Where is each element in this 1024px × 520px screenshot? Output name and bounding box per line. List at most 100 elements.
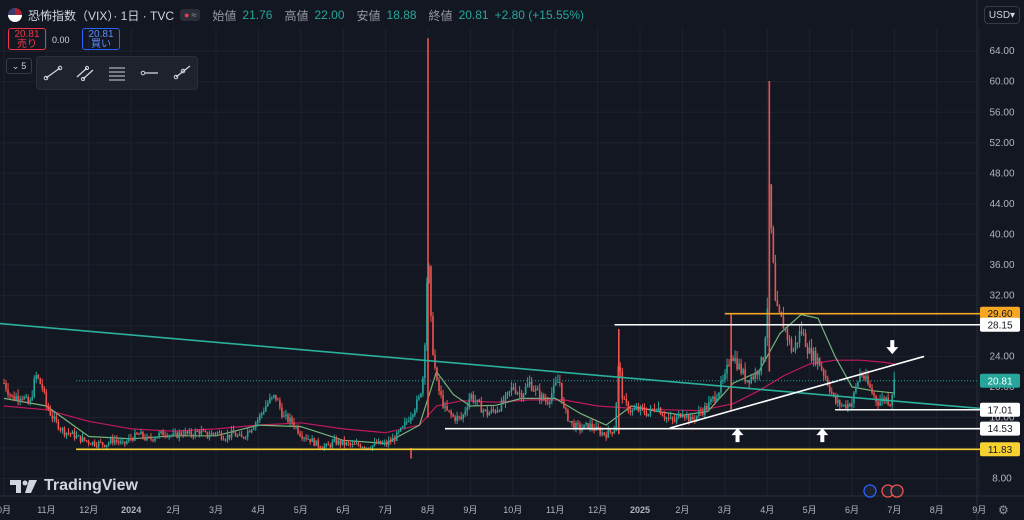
ray-tool-icon[interactable] — [169, 63, 193, 83]
y-tick-label: 24.00 — [989, 351, 1014, 362]
candle-body — [798, 331, 801, 343]
candle-body — [319, 446, 321, 449]
candle-body — [192, 435, 195, 437]
candle-body — [154, 438, 156, 441]
candle-body — [73, 431, 76, 439]
candle-body — [442, 394, 444, 408]
candle-body — [893, 379, 895, 395]
candle-body — [567, 409, 569, 422]
chevron-down-icon: ⌄ — [11, 60, 20, 71]
candle-body — [305, 437, 307, 439]
x-tick-label: 9月 — [463, 505, 477, 515]
sell-button[interactable]: 20.81 売り — [8, 28, 46, 50]
candle-body — [150, 437, 152, 440]
x-tick-label: 11月 — [37, 505, 55, 515]
candle-body — [794, 342, 797, 351]
candle-body — [43, 388, 46, 392]
candle-body — [138, 434, 140, 436]
candle-body — [97, 441, 100, 447]
candle-body — [722, 379, 724, 381]
candle-body — [671, 417, 674, 421]
candle-body — [170, 435, 172, 437]
candle-body — [641, 406, 644, 409]
candle-body — [591, 423, 593, 429]
event-flag-icon[interactable] — [863, 484, 877, 498]
x-tick-label: 11月 — [546, 505, 564, 515]
candle-body — [327, 444, 330, 446]
x-tick-label: 5月 — [294, 505, 308, 515]
candle-body — [839, 400, 841, 406]
candle-body — [555, 382, 557, 385]
candle-body — [13, 396, 15, 401]
fib-tool-icon[interactable] — [105, 63, 129, 83]
candle-body — [273, 394, 275, 398]
candle-body — [93, 441, 96, 446]
candle-body — [134, 432, 136, 441]
candle-body — [508, 391, 511, 393]
candle-body — [700, 411, 702, 413]
candle-body — [806, 347, 809, 354]
candle-body — [5, 383, 7, 390]
candle-body — [256, 420, 259, 423]
event-flag-icon[interactable] — [890, 484, 904, 498]
candle-body — [190, 431, 193, 436]
channel-tool-icon[interactable] — [73, 63, 97, 83]
low-value: 18.88 — [386, 8, 417, 22]
candle-body — [756, 372, 759, 376]
candle-body — [11, 394, 13, 397]
candle-body — [79, 435, 82, 442]
candle-body — [186, 431, 189, 434]
candle-body — [863, 375, 865, 380]
candle-body — [200, 430, 203, 435]
x-tick-label: 3月 — [209, 505, 223, 515]
candle-body — [845, 404, 847, 409]
price-label: 14.53 — [987, 424, 1012, 435]
approx-pill[interactable]: ● ≈ — [180, 9, 201, 21]
candle-body — [742, 369, 744, 374]
candle-body — [220, 432, 223, 440]
candle-body — [285, 414, 287, 416]
candle-body — [696, 415, 698, 420]
candle-body — [265, 406, 267, 412]
buy-button[interactable]: 20.81 買い — [82, 28, 120, 50]
horizontal-ray-icon[interactable] — [137, 63, 161, 83]
candle-body — [252, 427, 255, 430]
settings-gear-icon[interactable]: ⚙ — [998, 503, 1009, 517]
candle-body — [236, 435, 239, 437]
candle-body — [228, 434, 231, 438]
tradingview-logo-icon — [10, 480, 37, 493]
candle-body — [456, 416, 458, 421]
trendline-tool-icon[interactable] — [41, 63, 65, 83]
candle-body — [115, 439, 118, 442]
candle-body — [770, 184, 773, 229]
candle-body — [746, 380, 748, 382]
candle-body — [351, 443, 354, 445]
candle-body — [258, 415, 261, 421]
candle-body — [307, 438, 309, 440]
currency-select[interactable]: USD ▾ — [984, 6, 1020, 24]
candle-body — [122, 441, 124, 443]
candle-body — [9, 394, 11, 396]
candle-body — [194, 431, 197, 437]
candle-body — [444, 406, 446, 408]
indicator-collapse-button[interactable]: ⌄ 5 — [6, 58, 32, 74]
candle-body — [55, 416, 58, 421]
candle-body — [53, 416, 56, 419]
candle-body — [166, 435, 168, 438]
candle-body — [381, 443, 384, 445]
y-tick-label: 48.00 — [989, 168, 1014, 179]
symbol-title[interactable]: 恐怖指数（VIX）· 1日 · TVC — [28, 8, 175, 23]
descending-trendline — [0, 322, 997, 411]
price-label: 17.01 — [987, 405, 1012, 416]
candle-body — [29, 399, 31, 404]
candle-body — [776, 300, 779, 307]
candle-body — [347, 442, 350, 444]
candle-body — [291, 417, 293, 423]
candle-body — [518, 392, 521, 394]
candle-body — [855, 386, 857, 393]
candle-body — [800, 331, 803, 333]
candle-body — [45, 391, 48, 406]
candle-body — [476, 399, 479, 402]
candle-body — [333, 438, 336, 442]
